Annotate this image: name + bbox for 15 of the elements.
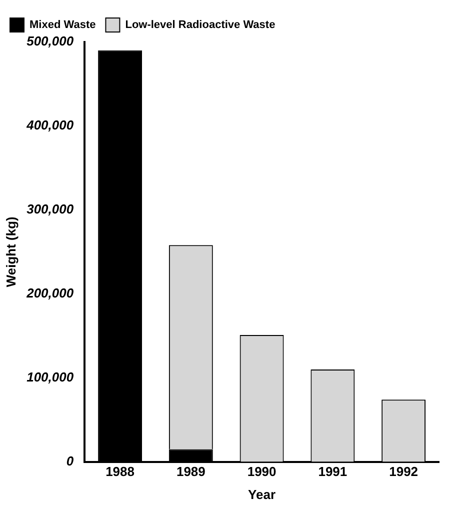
x-tick-label: 1992 (389, 464, 418, 480)
y-axis-title: Weight (kg) (3, 216, 18, 288)
y-tick-label: 100,000 (26, 369, 74, 384)
legend-label: Mixed Waste (30, 19, 96, 32)
x-tick-label: 1991 (318, 464, 348, 480)
legend-label: Low-level Radioactive Waste (125, 19, 276, 32)
y-tick-label: 300,000 (26, 202, 74, 216)
y-tick-label: 500,000 (26, 34, 74, 49)
y-tick-label: 0 (66, 453, 74, 468)
y-tick-label: 400,000 (26, 118, 74, 133)
x-tick-label: 1988 (106, 464, 134, 480)
x-tick-label: 1990 (247, 464, 276, 480)
x-axis-title: Year (248, 486, 276, 502)
x-tick-label: 1989 (176, 464, 206, 480)
y-tick-label: 200,000 (26, 285, 74, 300)
